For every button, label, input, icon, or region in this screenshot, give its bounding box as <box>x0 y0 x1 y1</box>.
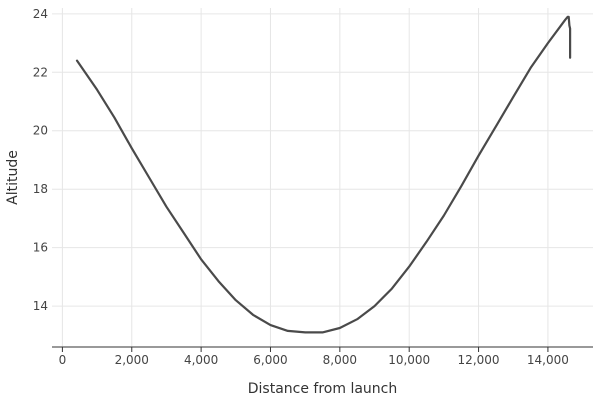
x-tick-label: 8,000 <box>323 353 357 367</box>
x-axis-ticks: 0 2,000 4,000 6,000 8,000 10,000 12,000 14,000 <box>59 347 569 367</box>
y-tick-label: 20 <box>33 124 48 138</box>
y-tick-label: 24 <box>33 7 48 21</box>
x-tick-label: 0 <box>59 353 67 367</box>
y-axis-title: Altitude <box>5 150 21 205</box>
x-tick-label: 14,000 <box>527 353 569 367</box>
y-tick-label: 22 <box>33 65 48 79</box>
x-axis-title: Distance from launch <box>248 381 397 397</box>
y-tick-label: 18 <box>33 182 48 196</box>
x-tick-label: 12,000 <box>458 353 500 367</box>
grid <box>52 8 593 347</box>
x-tick-label: 6,000 <box>253 353 287 367</box>
y-tick-label: 16 <box>33 241 48 255</box>
series-line <box>75 15 572 334</box>
x-tick-label: 2,000 <box>115 353 149 367</box>
y-axis-ticks: 14 16 18 20 22 24 <box>33 7 48 313</box>
x-tick-label: 10,000 <box>388 353 430 367</box>
series-layer <box>75 15 572 334</box>
x-tick-label: 4,000 <box>184 353 218 367</box>
y-tick-label: 14 <box>33 299 48 313</box>
